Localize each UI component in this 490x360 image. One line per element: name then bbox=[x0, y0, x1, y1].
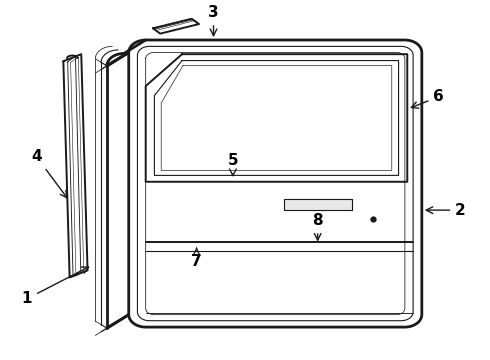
Text: 2: 2 bbox=[426, 203, 466, 218]
Text: 6: 6 bbox=[411, 89, 444, 108]
Text: 8: 8 bbox=[312, 213, 323, 240]
Text: 1: 1 bbox=[22, 267, 89, 306]
Polygon shape bbox=[284, 199, 352, 210]
Text: 7: 7 bbox=[191, 248, 202, 269]
Text: 3: 3 bbox=[208, 5, 219, 36]
Text: 5: 5 bbox=[227, 153, 238, 176]
Text: 4: 4 bbox=[31, 149, 67, 198]
